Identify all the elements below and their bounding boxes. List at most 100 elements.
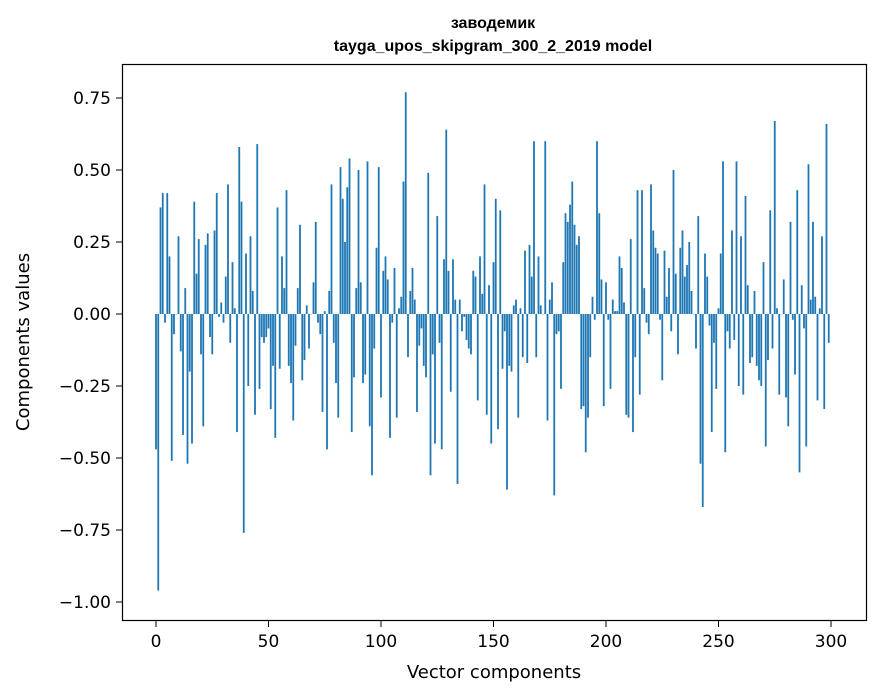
bar-289 <box>805 314 807 446</box>
bar-87 <box>351 314 353 432</box>
bar-210 <box>628 314 630 418</box>
bar-13 <box>184 288 186 314</box>
bar-101 <box>382 271 384 314</box>
bar-77 <box>328 291 330 314</box>
bar-195 <box>594 314 596 320</box>
bar-15 <box>189 314 191 372</box>
bar-60 <box>290 314 292 383</box>
y-tick-label: 0.25 <box>73 233 111 253</box>
bar-169 <box>535 314 537 357</box>
bar-42 <box>250 236 252 314</box>
bar-225 <box>661 314 663 380</box>
bar-147 <box>486 314 488 415</box>
bar-35 <box>234 308 236 314</box>
bar-284 <box>794 314 796 374</box>
bar-57 <box>283 288 285 314</box>
bar-156 <box>506 314 508 490</box>
y-tick-label: 0.50 <box>73 161 111 181</box>
bar-266 <box>754 291 756 314</box>
bar-73 <box>319 314 321 334</box>
y-tick-label: −0.25 <box>59 377 111 397</box>
x-tick-label: 50 <box>258 632 280 652</box>
bar-265 <box>751 314 753 357</box>
bar-145 <box>481 294 483 314</box>
bar-185 <box>571 182 573 314</box>
bar-79 <box>333 314 335 343</box>
x-tick-label: 300 <box>815 632 847 652</box>
bar-275 <box>774 121 776 314</box>
bar-256 <box>731 230 733 314</box>
bar-179 <box>558 314 560 331</box>
bar-48 <box>263 314 265 343</box>
bar-181 <box>562 262 564 314</box>
bar-43 <box>252 291 254 314</box>
bar-33 <box>229 314 231 343</box>
bar-39 <box>243 314 245 533</box>
bar-274 <box>772 314 774 349</box>
bar-5 <box>166 193 168 314</box>
bar-199 <box>603 314 605 406</box>
bar-191 <box>585 314 587 452</box>
bar-121 <box>427 173 429 314</box>
bar-124 <box>434 314 436 444</box>
bar-14 <box>187 314 189 464</box>
bar-170 <box>538 256 540 314</box>
bar-187 <box>576 245 578 314</box>
bar-67 <box>306 305 308 314</box>
bar-192 <box>587 314 589 418</box>
bar-292 <box>812 222 814 314</box>
bar-93 <box>364 314 366 374</box>
bar-80 <box>335 314 337 383</box>
bar-294 <box>817 314 819 400</box>
bar-280 <box>785 314 787 398</box>
bar-182 <box>565 213 567 314</box>
bar-22 <box>205 245 207 314</box>
bar-1 <box>157 314 159 590</box>
bar-228 <box>668 268 670 314</box>
bar-255 <box>729 314 731 349</box>
bar-94 <box>367 161 369 314</box>
bar-130 <box>448 271 450 314</box>
bar-106 <box>394 268 396 314</box>
bar-111 <box>405 92 407 314</box>
bar-113 <box>409 291 411 314</box>
bar-36 <box>236 314 238 432</box>
bar-227 <box>666 297 668 314</box>
bar-118 <box>421 314 423 328</box>
bar-155 <box>504 314 506 331</box>
bar-282 <box>790 222 792 314</box>
bar-270 <box>763 262 765 314</box>
bar-197 <box>598 213 600 314</box>
bar-132 <box>452 259 454 314</box>
bar-213 <box>634 314 636 357</box>
bar-133 <box>454 300 456 314</box>
bar-31 <box>225 277 227 314</box>
bar-150 <box>493 262 495 314</box>
bar-212 <box>632 314 634 432</box>
bar-52 <box>272 314 274 366</box>
bar-122 <box>430 314 432 475</box>
bar-221 <box>652 230 654 314</box>
bar-174 <box>547 314 549 421</box>
bar-16 <box>191 314 193 444</box>
bar-137 <box>463 314 465 317</box>
bar-203 <box>612 300 614 314</box>
bar-249 <box>715 314 717 389</box>
bar-55 <box>279 314 281 369</box>
bar-82 <box>340 167 342 314</box>
bar-110 <box>403 182 405 314</box>
bar-26 <box>214 230 216 314</box>
bar-164 <box>524 251 526 314</box>
bar-198 <box>601 279 603 314</box>
bar-279 <box>783 279 785 314</box>
bar-100 <box>380 314 382 398</box>
bars <box>155 92 830 590</box>
bar-146 <box>484 184 486 314</box>
bar-98 <box>376 248 378 314</box>
bar-206 <box>619 256 621 314</box>
bar-127 <box>441 314 443 449</box>
bar-89 <box>355 288 357 314</box>
bar-3 <box>162 193 164 314</box>
bar-223 <box>657 254 659 314</box>
bar-117 <box>418 314 420 346</box>
